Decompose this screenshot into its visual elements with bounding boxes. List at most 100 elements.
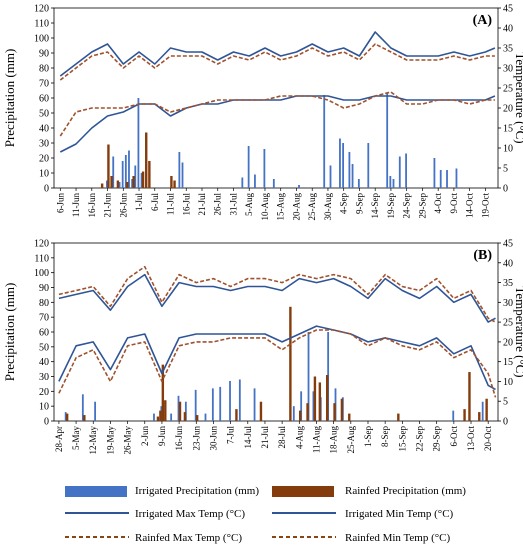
x-axis-tick-label: 31-Jul <box>228 193 238 216</box>
left-axis-tick-label: 0 <box>44 417 49 428</box>
x-axis-tick-label: 9-Jun <box>157 426 167 446</box>
rainfed-precip-bar <box>148 161 151 188</box>
panel-b-label: (B) <box>473 248 492 263</box>
x-axis-tick-label: 1-Sep <box>363 426 373 447</box>
irrigated-precip-bar <box>238 379 241 421</box>
right-axis-tick-label: 45 <box>503 239 513 250</box>
irrigated-precip-bar <box>124 155 127 188</box>
rainfed-precip-bar <box>259 401 263 421</box>
x-axis-tick-label: 21-Jun <box>103 193 113 218</box>
irrigated-precip-bar <box>298 185 300 188</box>
rainfed-precip-bar <box>110 176 113 188</box>
x-axis-tick-label: 26-Jun <box>118 193 128 218</box>
irrigated-precip-bar <box>140 173 143 188</box>
irrigated-precip-bar <box>153 413 155 421</box>
panel-b-left-axis-label: Precipitation (mm) <box>2 283 17 382</box>
irrigated-precip-bar <box>386 93 389 188</box>
x-axis-tick-label: 15-Aug <box>276 193 286 221</box>
irrigated-precip-bar <box>481 401 484 421</box>
irrigated-precip-bar <box>178 152 181 188</box>
rainfed-precip-bar <box>340 398 344 421</box>
x-axis-tick-label: 29-Sep <box>417 193 427 219</box>
left-axis-tick-label: 70 <box>39 79 49 90</box>
left-axis-tick-label: 70 <box>39 313 49 324</box>
left-axis-tick-label: 30 <box>39 372 49 383</box>
legend-item-irrigated-precipitation: Irrigated Precipitation (mm) <box>65 485 259 497</box>
irrigated-precip-bar <box>446 170 448 188</box>
left-axis-tick-label: 10 <box>39 402 49 413</box>
irrigated-precip-bar <box>439 170 442 188</box>
legend: Irrigated Precipitation (mm) Rainfed Pre… <box>65 485 466 544</box>
right-axis-tick-label: 20 <box>503 337 513 348</box>
left-axis-tick-label: 10 <box>39 169 49 180</box>
right-axis-tick-label: 45 <box>503 4 513 15</box>
rainfed-precip-bar <box>65 413 69 421</box>
rainfed-min-temp-c-line <box>59 91 495 137</box>
irrigated-precip-bar <box>452 410 455 421</box>
rainfed-precip-bar <box>132 176 135 188</box>
irrigated-precip-bar <box>106 180 108 188</box>
legend-label-irrigated-precipitation: Irrigated Precipitation (mm) <box>135 485 259 497</box>
x-axis-tick-label: 20-Aug <box>291 193 301 221</box>
right-axis-tick-label: 30 <box>503 298 513 309</box>
x-axis-tick-label: 16-Jun <box>87 193 97 218</box>
rainfed-precip-bar <box>156 416 160 421</box>
x-axis-tick-label: 11-Jun <box>71 193 81 218</box>
right-axis-tick-label: 0 <box>503 417 508 428</box>
panel-b-right-axis-label: Temperature (°C) <box>513 286 523 377</box>
irrigated-precip-bar <box>211 388 214 421</box>
left-axis-tick-label: 20 <box>39 387 49 398</box>
x-axis-tick-label: 30-Aug <box>323 193 333 221</box>
x-axis-tick-label: 1-Jul <box>134 193 144 211</box>
legend-label-rainfed-max-temp: Rainfed Max Temp (°C) <box>135 532 242 544</box>
left-axis-tick-label: 90 <box>39 283 49 294</box>
irrigated-precip-bar <box>134 165 137 188</box>
rainfed-precip-bar <box>306 403 309 421</box>
rainfed-precip-bar <box>116 180 120 188</box>
x-axis-tick-label: 9-Oct <box>449 193 459 214</box>
x-axis-tick-label: 4-Sep <box>339 193 349 214</box>
x-axis-tick-label: 21-Jul <box>197 193 207 216</box>
irrigated-precip-bar <box>112 156 115 188</box>
left-axis-tick-label: 110 <box>34 19 49 30</box>
rainfed-precip-bar <box>348 413 351 421</box>
legend-item-irrigated-min-temp: Irrigated Min Temp (°C) <box>272 508 454 520</box>
x-axis-tick-label: 14-Oct <box>465 193 475 218</box>
x-axis-tick-label: 23-Jun <box>191 426 201 451</box>
panel-a-right-axis-label: Temperature (°C) <box>513 52 523 143</box>
x-axis-tick-label: 15-Sep <box>397 426 407 452</box>
irrigated-precip-bar <box>177 395 180 421</box>
irrigated-precip-bar <box>300 391 303 421</box>
x-axis-tick-label: 6-Jul <box>150 193 160 211</box>
rainfed-precip-bar <box>289 306 292 421</box>
x-axis-tick-label: 25-Aug <box>307 193 317 221</box>
irrigated-precip-bar <box>247 146 250 188</box>
irrigated-precip-bar <box>64 412 67 421</box>
legend-swatch-irrigated-precipitation <box>65 486 127 497</box>
x-axis-tick-label: 20-Oct <box>483 426 493 451</box>
x-axis-tick-label: 11-Aug <box>311 426 321 454</box>
legend-item-irrigated-max-temp: Irrigated Max Temp (°C) <box>65 508 245 520</box>
rainfed-precip-bar <box>333 403 336 421</box>
irrigated-precip-bar <box>204 413 207 421</box>
right-axis-tick-label: 20 <box>503 104 513 115</box>
left-axis-tick-label: 100 <box>34 268 49 279</box>
rainfed-min-temp-c-line <box>58 329 497 398</box>
rainfed-precip-bar <box>159 410 162 421</box>
rainfed-precip-bar <box>397 413 400 421</box>
x-axis-tick-label: 2-Jun <box>140 426 150 446</box>
irrigated-precip-bar <box>128 150 130 188</box>
x-axis-tick-label: 25-Aug <box>346 426 356 454</box>
x-axis-tick-label: 19-May <box>105 426 115 455</box>
panel-a-left-axis-label: Precipitation (mm) <box>2 49 17 148</box>
irrigated-min-temp-c-line <box>59 95 496 153</box>
left-axis-tick-label: 120 <box>34 239 49 250</box>
irrigated-precip-bar <box>367 143 370 188</box>
irrigated-precip-bar <box>272 179 275 188</box>
rainfed-precip-bar <box>195 415 199 421</box>
x-axis-tick-label: 13-Oct <box>466 426 476 451</box>
x-axis-tick-label: 4-Oct <box>433 193 443 214</box>
right-axis-tick-label: 15 <box>503 124 513 135</box>
irrigated-precip-bar <box>194 389 197 421</box>
right-axis-tick-label: 40 <box>503 258 513 269</box>
